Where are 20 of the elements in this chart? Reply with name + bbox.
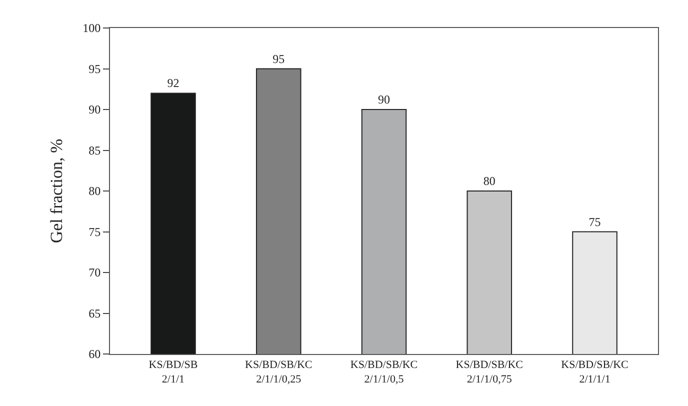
y-tick-label: 85 xyxy=(88,143,101,158)
x-tick-label: KS/BD/SB/KC 2/1/1/1 xyxy=(561,359,628,386)
y-tick-label: 75 xyxy=(88,224,101,239)
y-tick-label: 90 xyxy=(88,102,101,117)
x-tick-label: KS/BD/SB/KC 2/1/1/0,75 xyxy=(456,359,524,386)
y-tick-label: 65 xyxy=(88,306,101,320)
data-label: 95 xyxy=(272,52,285,66)
y-tick-label: 70 xyxy=(88,266,101,280)
data-label: 80 xyxy=(483,174,496,188)
x-tick-label: KS/BD/SB 2/1/1 xyxy=(148,359,198,386)
y-tick-label: 80 xyxy=(88,184,101,198)
x-tick-label: KS/BD/SB/KC 2/1/1/0,5 xyxy=(350,359,418,386)
data-label: 75 xyxy=(588,214,601,229)
data-label: 92 xyxy=(167,76,180,90)
data-label: 90 xyxy=(378,92,390,106)
y-tick-label: 95 xyxy=(88,62,101,76)
y-axis-title: Gel fraction, % xyxy=(47,138,66,244)
y-tick-label: 100 xyxy=(82,21,101,36)
y-tick-label: 60 xyxy=(88,347,101,362)
x-tick-label: KS/BD/SB/KC 2/1/1/0,25 xyxy=(244,359,312,386)
